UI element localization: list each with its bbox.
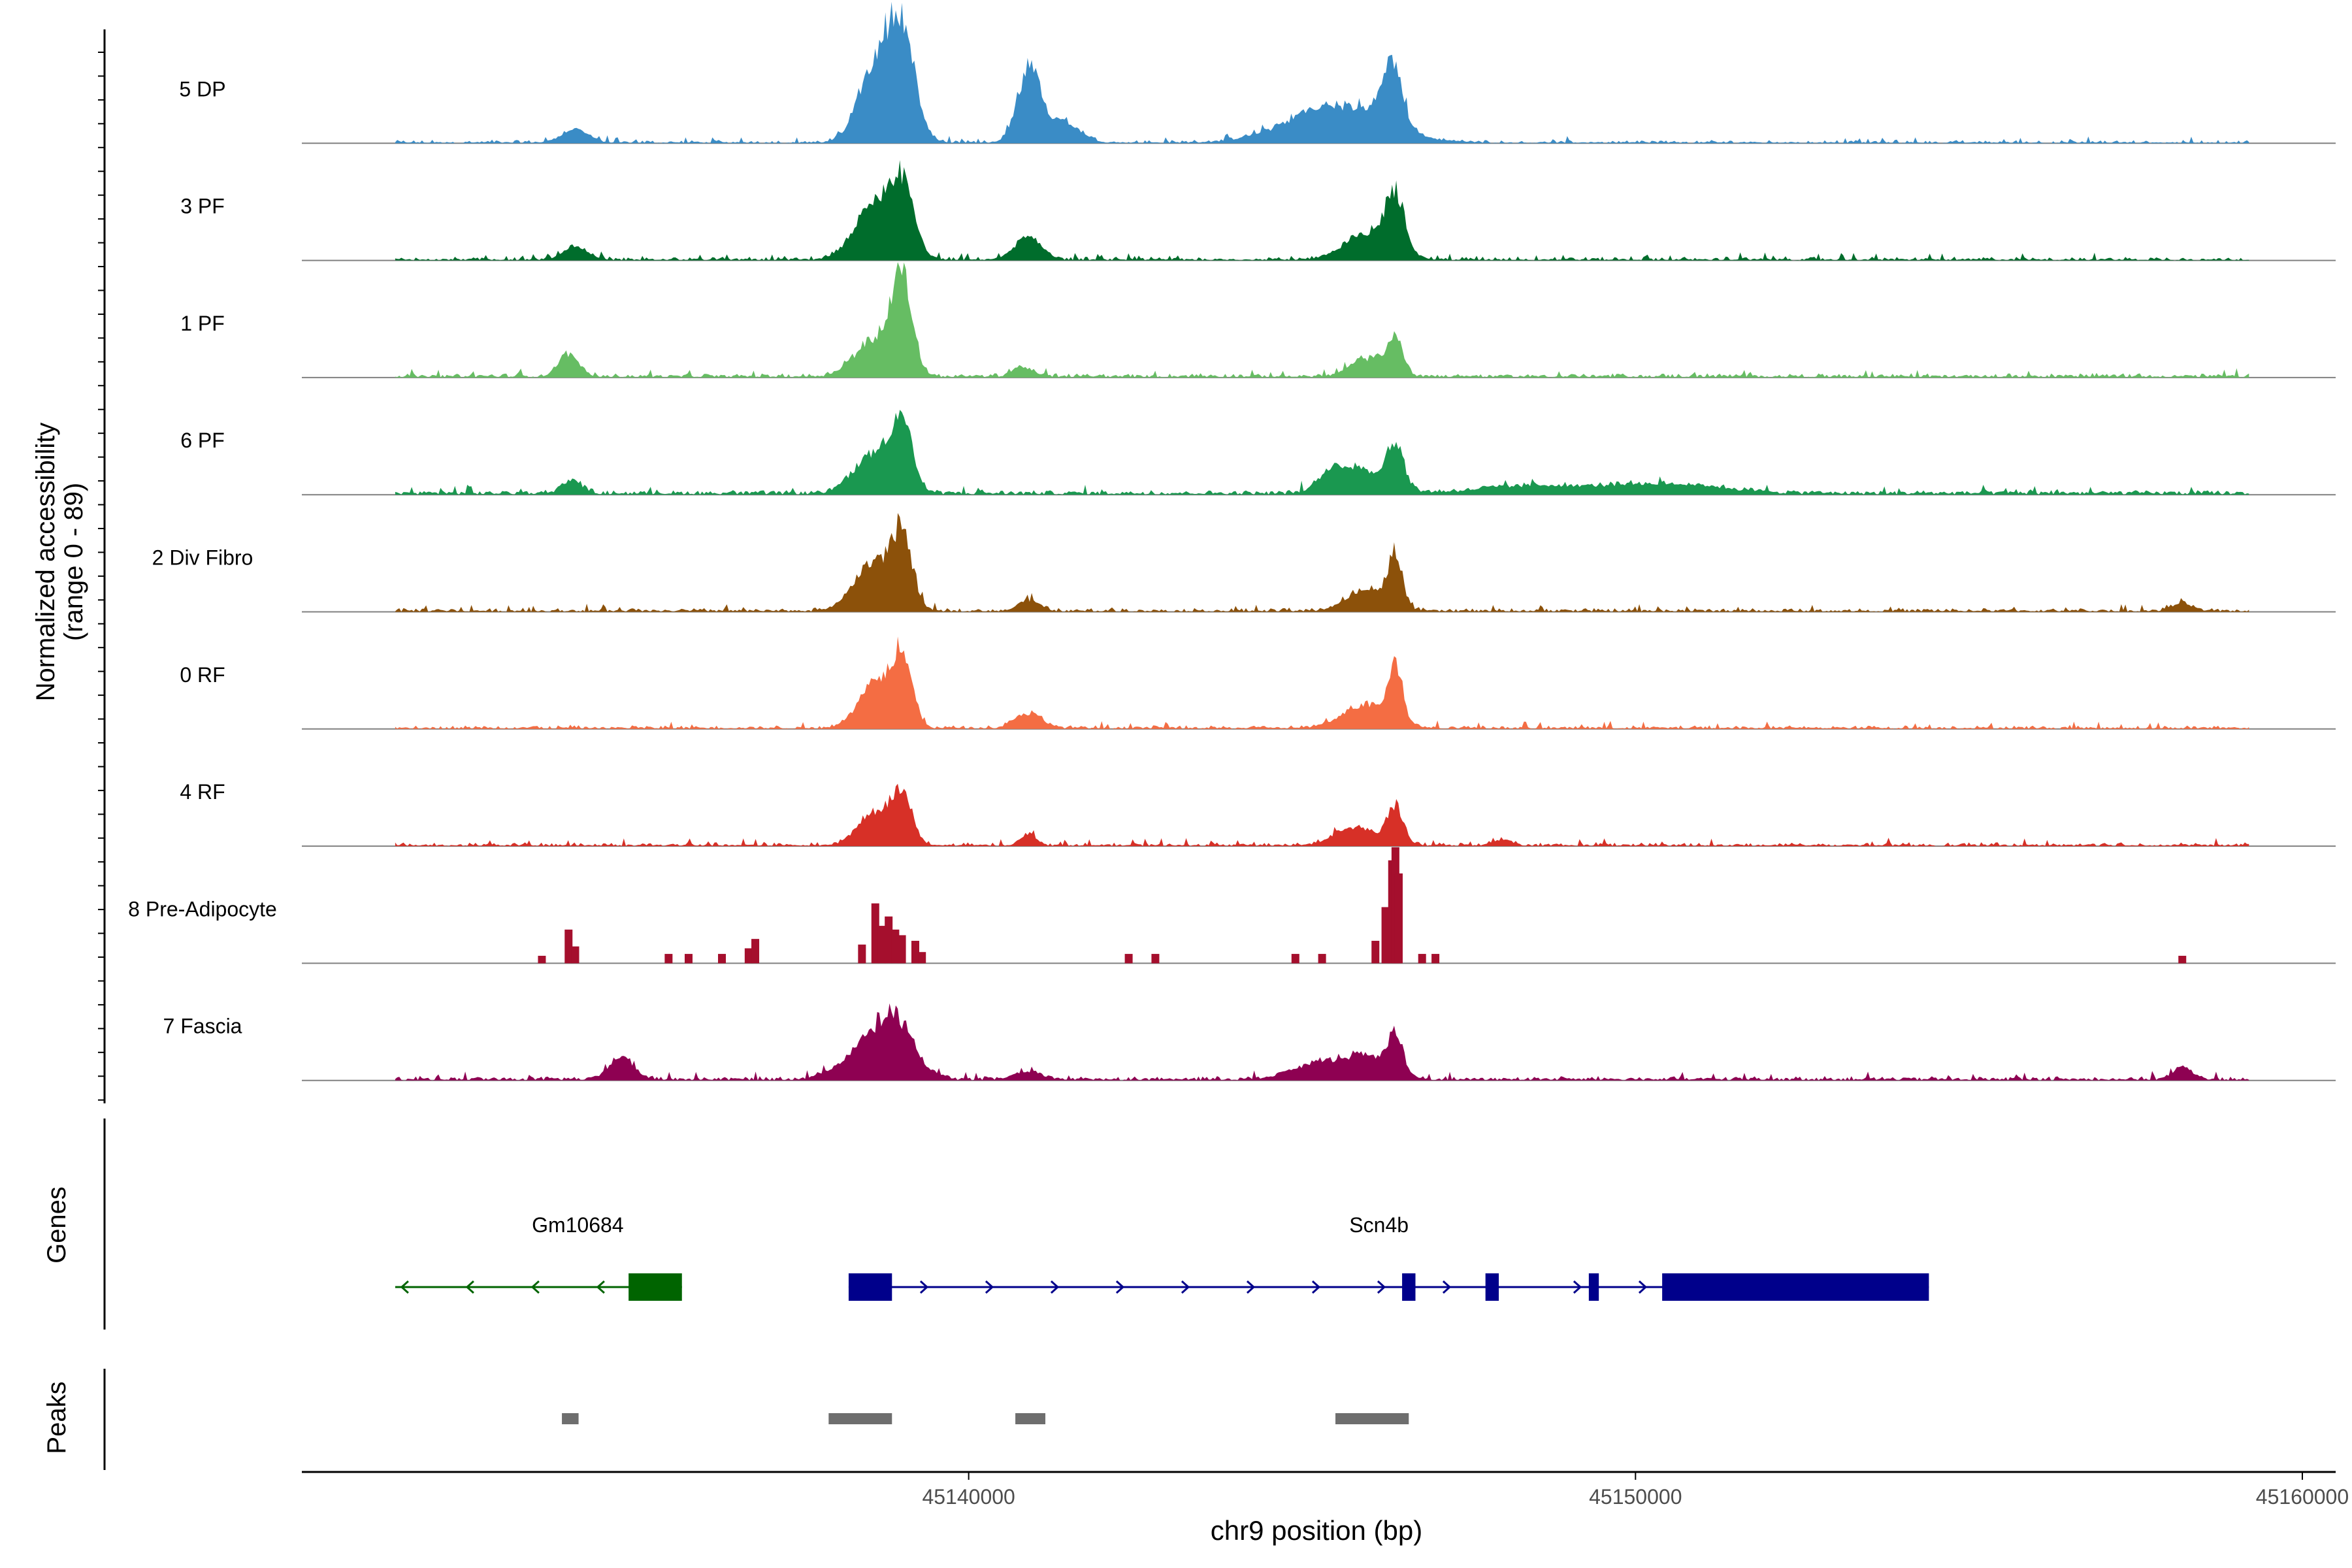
track-7-fascia: 7 Fascia [163,1003,2336,1081]
x-tick-label: 45150000 [1589,1485,1682,1509]
strand-arrow-icon [400,1280,409,1294]
x-tick-label: 45140000 [922,1485,1015,1509]
x-axis-title: chr9 position (bp) [1211,1515,1423,1546]
strand-arrow-icon [1246,1280,1256,1294]
peak-region [1335,1413,1409,1424]
peaks-panel-label: Peaks [42,1381,71,1454]
coverage-area [395,160,2249,261]
coverage-tracks: 5 DP 3 PF 1 PF 6 PF 2 Div Fibro 0 RF 4 RF 8 Pre… [128,1,2336,1081]
strand-arrow-icon [1311,1280,1321,1294]
coverage-bar [871,903,879,964]
coverage-bar [684,954,693,964]
track-label: 5 DP [179,77,225,101]
strand-arrow-icon [465,1280,474,1294]
track-1-pf: 1 PF [180,262,2336,378]
y-axis-label-line2: (range 0 - 89) [59,483,88,641]
gene-label: Gm10684 [532,1213,624,1237]
coverage-area [395,1,2249,144]
peaks-panel [103,1369,1409,1470]
coverage-bar [2178,955,2187,964]
y-axis-label-line1: Normalized accessibility [31,423,60,702]
gene-exon [629,1273,682,1301]
gene-exon [1588,1273,1599,1301]
track-0-rf: 0 RF [180,636,2336,730]
coverage-bar [1151,954,1160,964]
strand-arrow-icon [596,1280,605,1294]
coverage-bar [1418,954,1426,964]
gene-label: Scn4b [1349,1213,1409,1237]
coverage-bar [911,941,920,964]
track-4-rf: 4 RF [180,780,2336,847]
coverage-bar [538,955,546,964]
peak-region [1015,1413,1046,1424]
strand-arrow-icon [1573,1280,1582,1294]
coverage-bar [885,916,893,964]
x-tick-label: 45160000 [2256,1485,2349,1509]
coverage-bar [751,939,760,964]
coverage-bar [1381,907,1390,964]
strand-arrow-icon [1442,1280,1452,1294]
track-label: 3 PF [180,195,225,218]
gene-exon [1485,1273,1499,1301]
coverage-bar [918,952,926,964]
coverage-bar [718,954,727,964]
coverage-bar [1318,954,1326,964]
genes-panel-label: Genes [42,1186,71,1264]
coverage-bar [1431,954,1440,964]
genes-panel: Gm10684 Scn4b [103,1119,1929,1330]
track-label: 7 Fascia [163,1015,242,1038]
strand-arrow-icon [919,1280,929,1294]
peak-region [562,1413,579,1424]
coverage-area [395,1003,2249,1081]
coverage-bar [877,926,886,964]
coverage-bar [664,954,673,964]
coverage-area [395,783,2249,847]
coverage-bar [571,946,580,964]
coverage-bar [898,935,906,964]
strand-arrow-icon [1638,1280,1648,1294]
track-label: 1 PF [180,312,225,335]
peak-region [828,1413,892,1424]
strand-arrow-icon [531,1280,540,1294]
coverage-area [395,636,2249,729]
coverage-area [395,513,2249,612]
gene-exon [1402,1273,1416,1301]
coverage-bar [564,929,573,964]
coverage-area [395,410,2249,495]
coverage-bar [1371,941,1380,964]
track-label: 4 RF [180,780,225,804]
coverage-bar [744,948,753,964]
gene-exon [848,1273,892,1301]
coverage-bar [1124,954,1133,964]
coverage-area [395,262,2249,378]
gene-scn4b: Scn4b [848,1213,1929,1301]
coverage-bar [858,944,866,964]
coverage-bar [891,929,900,964]
strand-arrow-icon [985,1280,994,1294]
track-5-dp: 5 DP [179,1,2336,144]
track-3-pf: 3 PF [180,160,2336,261]
x-axis: 45140000 45150000 45160000 [302,1471,2349,1509]
track-2-div-fibro: 2 Div Fibro [152,513,2336,613]
coverage-y-axis [98,29,106,1103]
gene-exon [1662,1273,1929,1301]
track-8-pre-adipocyte: 8 Pre-Adipocyte [128,847,2336,964]
track-label: 6 PF [180,429,225,452]
track-6-pf: 6 PF [180,410,2336,496]
track-label: 0 RF [180,663,225,687]
gene-gm10684: Gm10684 [395,1213,682,1301]
strand-arrow-icon [1115,1280,1125,1294]
coverage-bar [1394,873,1403,964]
strand-arrow-icon [1181,1280,1190,1294]
coverage-bar [1291,954,1299,964]
strand-arrow-icon [1377,1280,1386,1294]
track-label: 8 Pre-Adipocyte [128,897,277,921]
track-label: 2 Div Fibro [152,546,253,570]
strand-arrow-icon [1050,1280,1060,1294]
